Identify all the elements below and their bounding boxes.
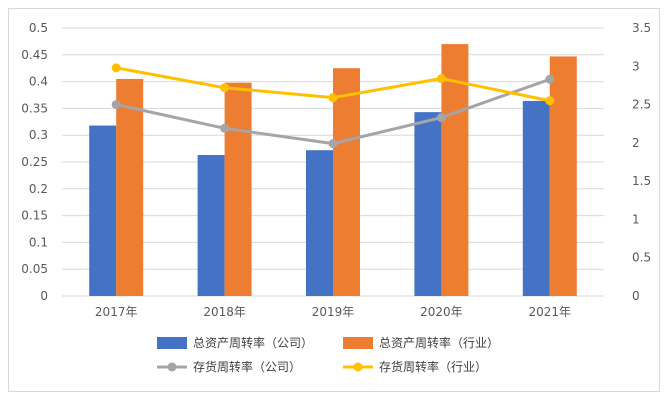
left-tick-label: 0.5 bbox=[29, 21, 48, 35]
left-tick-label: 0 bbox=[40, 289, 48, 303]
legend-item: 存货周转率（行业） bbox=[343, 359, 487, 374]
left-tick-label: 0.25 bbox=[21, 155, 48, 169]
bar bbox=[333, 68, 360, 296]
right-tick-label: 1.5 bbox=[632, 174, 651, 188]
left-tick-label: 0.15 bbox=[21, 209, 48, 223]
right-tick-label: 0 bbox=[632, 289, 640, 303]
data-point bbox=[436, 113, 446, 123]
x-tick-label: 2019年 bbox=[312, 305, 355, 319]
legend-label: 总资产周转率（行业） bbox=[379, 335, 499, 350]
bar bbox=[197, 155, 225, 296]
legend-marker bbox=[167, 362, 177, 372]
x-tick-label: 2021年 bbox=[529, 305, 572, 319]
data-point bbox=[220, 83, 230, 93]
bar bbox=[89, 125, 117, 296]
data-point bbox=[545, 74, 555, 84]
legend-label: 存货周转率（行业） bbox=[379, 359, 487, 374]
bar bbox=[116, 78, 144, 296]
data-point bbox=[328, 139, 338, 149]
data-point bbox=[220, 123, 230, 133]
left-tick-label: 0.45 bbox=[21, 48, 48, 62]
x-tick-label: 2018年 bbox=[203, 305, 246, 319]
left-tick-label: 0.3 bbox=[29, 128, 48, 142]
bar bbox=[522, 100, 550, 297]
legend-label: 总资产周转率（公司） bbox=[193, 335, 313, 350]
left-tick-label: 0.2 bbox=[29, 182, 48, 196]
right-tick-label: 2 bbox=[632, 136, 640, 150]
x-tick-label: 2017年 bbox=[95, 305, 138, 319]
data-point bbox=[436, 74, 446, 84]
left-tick-label: 0.05 bbox=[21, 262, 48, 276]
bars bbox=[89, 44, 577, 297]
left-tick-label: 0.35 bbox=[21, 101, 48, 115]
right-tick-label: 0.5 bbox=[632, 251, 651, 265]
left-tick-label: 0.1 bbox=[29, 235, 48, 249]
left-axis-ticks: 0 0.05 0.1 0.15 0.2 0.25 0.3 0.35 0.4 0.45 0.5 bbox=[21, 21, 48, 303]
data-point bbox=[111, 63, 121, 73]
legend-label: 存货周转率（公司） bbox=[193, 359, 301, 374]
right-tick-label: 3.5 bbox=[632, 21, 651, 35]
x-tick-label: 2020年 bbox=[420, 305, 463, 319]
data-point bbox=[111, 100, 121, 110]
legend-item: 存货周转率（公司） bbox=[157, 359, 301, 374]
bar bbox=[441, 44, 469, 296]
bar bbox=[306, 150, 333, 296]
right-axis-ticks: 0 0.5 1 1.5 2 2.5 3 3.5 bbox=[632, 21, 651, 303]
bar bbox=[549, 56, 577, 296]
right-tick-label: 3 bbox=[632, 59, 640, 73]
legend: 总资产周转率（公司） 总资产周转率（行业） 存货周转率（公司） 存货周转率（行业） bbox=[157, 335, 499, 374]
legend-item: 总资产周转率（公司） bbox=[157, 335, 313, 350]
x-axis-ticks: 2017年 2018年 2019年 2020年 2021年 bbox=[95, 305, 571, 319]
legend-swatch bbox=[343, 337, 373, 349]
legend-marker bbox=[353, 362, 363, 372]
lines bbox=[111, 63, 555, 149]
bar bbox=[224, 82, 252, 296]
left-tick-label: 0.4 bbox=[29, 75, 48, 89]
right-tick-label: 2.5 bbox=[632, 98, 651, 112]
legend-item: 总资产周转率（行业） bbox=[343, 335, 499, 350]
right-tick-label: 1 bbox=[632, 212, 640, 226]
data-point bbox=[328, 93, 338, 103]
bar bbox=[414, 112, 442, 296]
legend-swatch bbox=[157, 337, 187, 349]
data-point bbox=[545, 96, 555, 106]
